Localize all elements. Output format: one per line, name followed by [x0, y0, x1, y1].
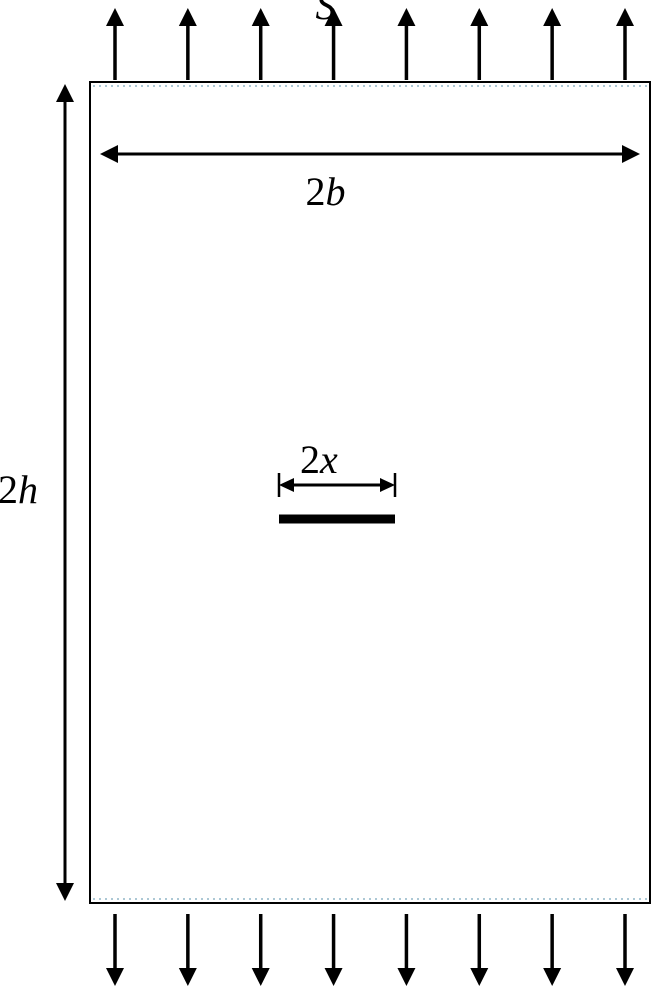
height-label: 2h: [0, 470, 38, 510]
height-label-coef: 2: [0, 467, 18, 512]
height-label-var: h: [18, 467, 38, 512]
width-label-var: b: [326, 169, 346, 214]
load-label-text: S: [316, 0, 336, 28]
width-label: 2b: [0, 172, 651, 212]
width-label-coef: 2: [306, 169, 326, 214]
crack-label: 2x: [300, 440, 338, 480]
crack-label-var: x: [320, 437, 338, 482]
diagram-svg: [0, 0, 651, 1000]
crack-label-coef: 2: [300, 437, 320, 482]
load-label: S: [0, 0, 651, 26]
figure-canvas: S 2b 2h 2x: [0, 0, 651, 1000]
